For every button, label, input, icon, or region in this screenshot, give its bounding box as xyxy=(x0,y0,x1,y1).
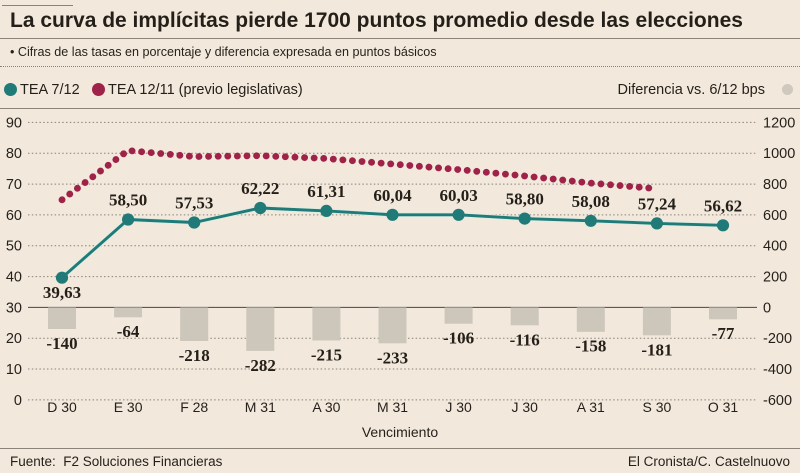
svg-text:-200: -200 xyxy=(763,331,792,347)
svg-text:10: 10 xyxy=(6,362,22,378)
svg-text:80: 80 xyxy=(6,146,22,162)
svg-text:-64: -64 xyxy=(117,322,140,341)
svg-text:-140: -140 xyxy=(46,334,77,353)
svg-text:600: 600 xyxy=(763,208,787,224)
svg-text:20: 20 xyxy=(6,331,22,347)
svg-text:-233: -233 xyxy=(377,348,408,367)
svg-text:30: 30 xyxy=(6,300,22,316)
svg-text:-77: -77 xyxy=(712,324,735,343)
svg-text:60,03: 60,03 xyxy=(439,186,477,205)
svg-text:M 31: M 31 xyxy=(377,399,408,415)
svg-text:800: 800 xyxy=(763,177,787,193)
svg-text:58,80: 58,80 xyxy=(506,190,544,209)
svg-text:70: 70 xyxy=(6,177,22,193)
svg-text:58,08: 58,08 xyxy=(572,192,610,211)
svg-text:1000: 1000 xyxy=(763,146,795,162)
svg-text:200: 200 xyxy=(763,270,787,286)
svg-text:1200: 1200 xyxy=(763,115,795,131)
svg-text:-282: -282 xyxy=(245,356,276,375)
svg-text:A 31: A 31 xyxy=(577,399,605,415)
svg-text:39,63: 39,63 xyxy=(43,283,81,302)
svg-text:J 30: J 30 xyxy=(511,399,538,415)
svg-text:61,31: 61,31 xyxy=(307,182,345,201)
svg-text:400: 400 xyxy=(763,239,787,255)
svg-text:-181: -181 xyxy=(641,340,672,359)
svg-text:50: 50 xyxy=(6,239,22,255)
svg-text:S 30: S 30 xyxy=(642,399,671,415)
svg-text:J 30: J 30 xyxy=(445,399,472,415)
svg-text:-106: -106 xyxy=(443,329,474,348)
svg-text:56,62: 56,62 xyxy=(704,196,742,215)
svg-text:M 31: M 31 xyxy=(245,399,276,415)
svg-text:D 30: D 30 xyxy=(47,399,77,415)
svg-text:-116: -116 xyxy=(510,330,540,349)
svg-text:62,22: 62,22 xyxy=(241,179,279,198)
svg-text:-218: -218 xyxy=(179,346,210,365)
svg-text:-400: -400 xyxy=(763,362,792,378)
svg-text:60,04: 60,04 xyxy=(373,186,412,205)
svg-text:F 28: F 28 xyxy=(180,399,208,415)
svg-text:O 31: O 31 xyxy=(708,399,739,415)
svg-text:90: 90 xyxy=(6,115,22,131)
svg-text:A 30: A 30 xyxy=(312,399,340,415)
svg-text:57,24: 57,24 xyxy=(638,194,677,213)
svg-text:60: 60 xyxy=(6,208,22,224)
svg-text:0: 0 xyxy=(14,393,22,409)
svg-text:-215: -215 xyxy=(311,346,342,365)
svg-text:0: 0 xyxy=(763,300,771,316)
svg-text:40: 40 xyxy=(6,270,22,286)
svg-text:57,53: 57,53 xyxy=(175,194,213,213)
svg-text:-158: -158 xyxy=(575,337,606,356)
svg-text:58,50: 58,50 xyxy=(109,191,147,210)
svg-text:E 30: E 30 xyxy=(114,399,143,415)
svg-text:-600: -600 xyxy=(763,393,792,409)
